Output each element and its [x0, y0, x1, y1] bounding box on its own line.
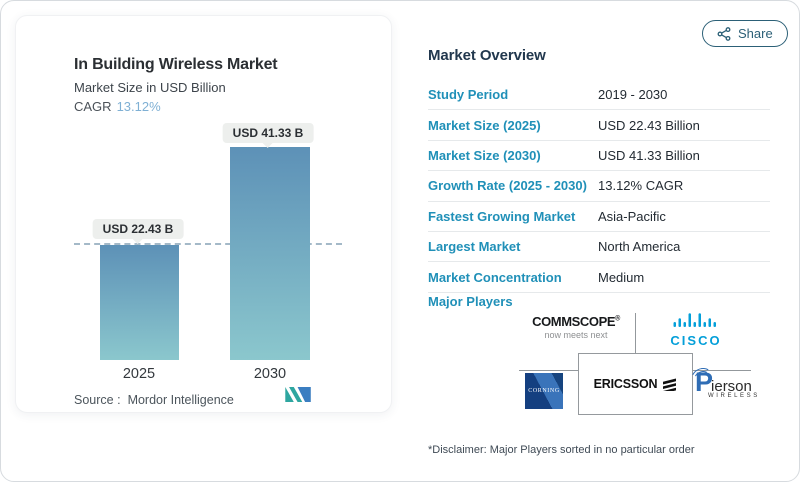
- share-button[interactable]: Share: [702, 20, 788, 47]
- row-label: Market Size (2025): [428, 117, 541, 133]
- row-value: Medium: [598, 269, 645, 285]
- table-row: Largest Market North America: [428, 232, 770, 263]
- corning-wordmark: CORNING: [528, 388, 560, 394]
- pierson-wireless-subtext: WIRELESS: [708, 393, 760, 399]
- row-label: Largest Market: [428, 239, 521, 255]
- overview-title: Market Overview: [428, 47, 546, 64]
- logo-grid-horizontal-divider-right: [691, 370, 751, 371]
- cagr-value: 13.12%: [116, 99, 161, 114]
- table-row: Market Size (2030) USD 41.33 Billion: [428, 141, 770, 172]
- reference-dashed-line: [74, 243, 342, 245]
- bar-value-label-2030: USD 41.33 B: [222, 123, 314, 143]
- mordor-intelligence-logo-icon: [285, 386, 311, 403]
- x-axis-label-2025: 2025: [122, 366, 156, 382]
- cisco-logo: CISCO: [657, 312, 735, 348]
- x-axis-label-2030: 2030: [253, 366, 287, 382]
- chart-subtitle: Market Size in USD Billion: [74, 80, 226, 95]
- pierson-initial: P: [695, 367, 714, 397]
- row-label: Market Size (2030): [428, 147, 541, 163]
- ericsson-logo: ERICSSON: [578, 353, 693, 415]
- source-attribution: Source : Mordor Intelligence: [74, 393, 234, 407]
- ericsson-wordmark: ERICSSON: [593, 377, 658, 391]
- chart-cagr: CAGR 13.12%: [74, 99, 161, 114]
- bar-2025: [100, 245, 179, 360]
- market-chart-card: In Building Wireless Market Market Size …: [15, 15, 392, 413]
- chart-title: In Building Wireless Market: [74, 56, 278, 73]
- disclaimer-text: *Disclaimer: Major Players sorted in no …: [428, 444, 695, 456]
- commscope-wordmark: COMMSCOPE®: [532, 314, 620, 329]
- share-label: Share: [738, 26, 773, 41]
- corning-logo: CORNING: [525, 373, 563, 409]
- row-value: Asia-Pacific: [598, 208, 666, 224]
- logo-grid-vertical-divider: [635, 313, 636, 353]
- major-players-label: Major Players: [428, 294, 513, 309]
- ericsson-bars-icon: [663, 378, 677, 391]
- table-row: Study Period 2019 - 2030: [428, 80, 770, 111]
- row-value: USD 22.43 Billion: [598, 117, 700, 133]
- overview-table: Study Period 2019 - 2030 Market Size (20…: [428, 80, 770, 293]
- pierson-wireless-logo: P ierson WIRELESS: [687, 364, 760, 399]
- table-row: Market Size (2025) USD 22.43 Billion: [428, 110, 770, 141]
- row-label: Growth Rate (2025 - 2030): [428, 178, 587, 194]
- table-row: Market Concentration Medium: [428, 262, 770, 293]
- cagr-label: CAGR: [74, 99, 112, 114]
- row-label: Study Period: [428, 87, 509, 103]
- row-value: 13.12% CAGR: [598, 178, 684, 194]
- table-row: Fastest Growing Market Asia-Pacific: [428, 202, 770, 232]
- bar-value-label-2025: USD 22.43 B: [92, 219, 184, 239]
- table-row: Growth Rate (2025 - 2030) 13.12% CAGR: [428, 171, 770, 202]
- row-label: Market Concentration: [428, 269, 562, 285]
- row-value: North America: [598, 239, 681, 255]
- source-label: Source :: [74, 393, 121, 407]
- row-value: USD 41.33 Billion: [598, 147, 700, 163]
- bar-2030: [230, 147, 310, 360]
- share-icon: [717, 26, 731, 41]
- row-value: 2019 - 2030: [598, 87, 668, 103]
- commscope-tagline: now meets next: [544, 330, 608, 340]
- pierson-wordmark: ierson: [711, 378, 752, 395]
- commscope-logo: COMMSCOPE® now meets next: [523, 314, 629, 340]
- logo-grid-horizontal-divider-left: [519, 370, 578, 371]
- source-value: Mordor Intelligence: [127, 393, 234, 407]
- cisco-bridge-icon: [673, 313, 716, 327]
- cisco-wordmark: CISCO: [670, 333, 722, 348]
- row-label: Fastest Growing Market: [428, 208, 576, 224]
